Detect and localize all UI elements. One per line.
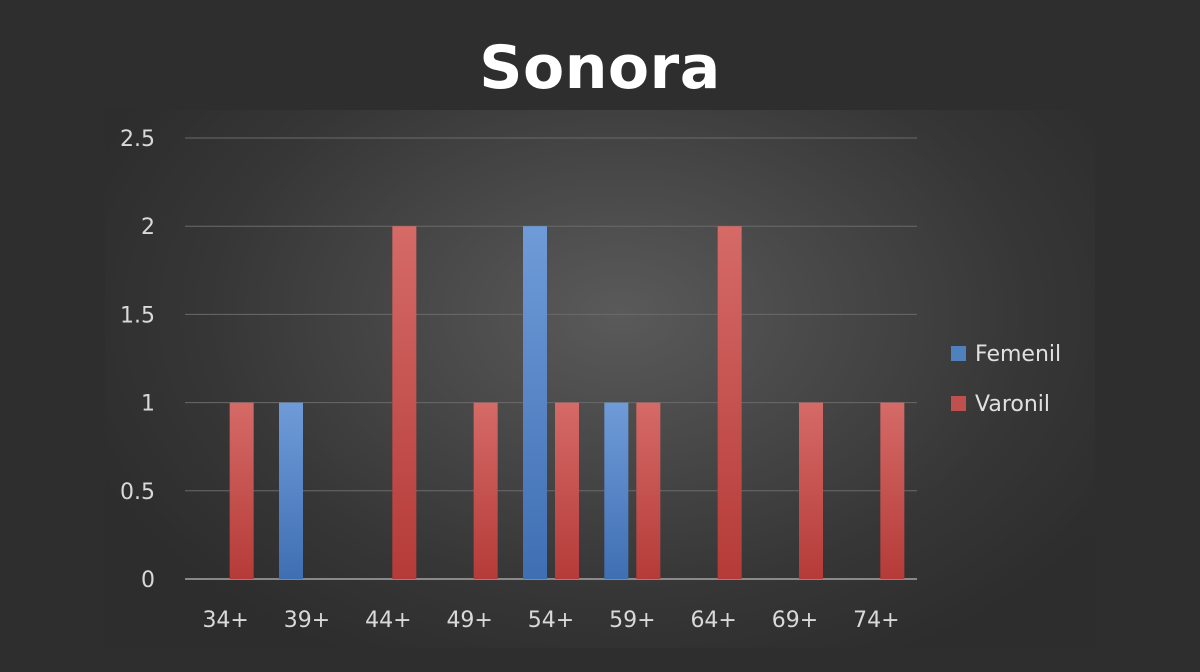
chart-area: 0 0.5 1 1.5 2 2.5 34+ 39+ 44+ 49+ 54+ 59+ 64+ 69+ 74+…: [105, 110, 1095, 648]
chart-title: Sonora: [479, 33, 721, 103]
y-tick-label: 1: [141, 392, 155, 417]
y-tick-label: 2.5: [120, 127, 155, 152]
x-tick-label: 34+: [202, 608, 248, 633]
bar-varonil-74plus: [880, 402, 905, 579]
bar-femenil-39plus: [279, 402, 303, 579]
x-tick-label: 54+: [528, 608, 574, 633]
gridlines: [185, 137, 917, 580]
x-tick-label: 49+: [446, 608, 492, 633]
legend-label-varonil: Varonil: [975, 392, 1050, 417]
bar-varonil-44plus: [392, 226, 417, 579]
x-axis: 34+ 39+ 44+ 49+ 54+ 59+ 64+ 69+ 74+: [202, 608, 899, 633]
bar-varonil-49plus: [473, 402, 498, 579]
bar-varonil-34plus: [229, 402, 254, 579]
legend-swatch-varonil: [951, 396, 966, 411]
x-tick-label: 74+: [853, 608, 899, 633]
chart-canvas: 0 0.5 1 1.5 2 2.5 34+ 39+ 44+ 49+ 54+ 59+ 64+ 69+ 74+…: [120, 127, 1061, 633]
y-tick-label: 2: [141, 215, 155, 240]
x-tick-label: 39+: [284, 608, 330, 633]
x-tick-label: 64+: [690, 608, 736, 633]
bar-varonil-54plus: [555, 402, 579, 579]
bar-femenil-54plus: [523, 226, 547, 579]
bar-varonil-59plus: [636, 402, 661, 579]
y-tick-label: 0.5: [120, 480, 155, 505]
bar-femenil-59plus: [604, 402, 629, 579]
x-tick-label: 44+: [365, 608, 411, 633]
bars: [229, 226, 905, 579]
y-tick-label: 0: [141, 568, 155, 593]
bar-varonil-69plus: [799, 402, 823, 579]
y-tick-label: 1.5: [120, 303, 155, 328]
legend-label-femenil: Femenil: [975, 342, 1061, 367]
x-tick-label: 59+: [609, 608, 655, 633]
y-axis: 0 0.5 1 1.5 2 2.5: [120, 127, 155, 593]
x-tick-label: 69+: [772, 608, 818, 633]
legend: Femenil Varonil: [951, 342, 1061, 417]
bar-varonil-64plus: [717, 226, 742, 579]
legend-swatch-femenil: [951, 346, 966, 361]
